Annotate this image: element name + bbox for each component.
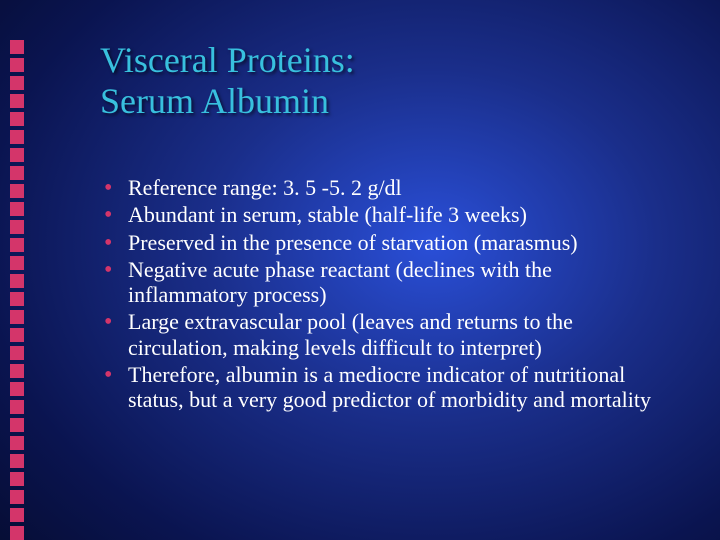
decoration-square xyxy=(10,256,24,270)
decoration-square xyxy=(10,472,24,486)
decoration-square xyxy=(10,58,24,72)
decoration-square xyxy=(10,274,24,288)
decoration-square xyxy=(10,364,24,378)
bullet-item: Large extravascular pool (leaves and ret… xyxy=(100,309,660,360)
side-decoration-squares xyxy=(10,40,24,540)
decoration-square xyxy=(10,220,24,234)
decoration-square xyxy=(10,400,24,414)
decoration-square xyxy=(10,508,24,522)
title-line-2: Serum Albumin xyxy=(100,81,355,122)
decoration-square xyxy=(10,202,24,216)
decoration-square xyxy=(10,526,24,540)
slide: Visceral Proteins: Serum Albumin Referen… xyxy=(0,0,720,540)
bullet-item: Abundant in serum, stable (half-life 3 w… xyxy=(100,202,660,227)
decoration-square xyxy=(10,418,24,432)
bullet-item: Therefore, albumin is a mediocre indicat… xyxy=(100,362,660,413)
decoration-square xyxy=(10,310,24,324)
decoration-square xyxy=(10,148,24,162)
decoration-square xyxy=(10,184,24,198)
bullet-list: Reference range: 3. 5 -5. 2 g/dlAbundant… xyxy=(100,175,660,415)
decoration-square xyxy=(10,112,24,126)
decoration-square xyxy=(10,346,24,360)
decoration-square xyxy=(10,76,24,90)
decoration-square xyxy=(10,292,24,306)
decoration-square xyxy=(10,490,24,504)
bullet-item: Negative acute phase reactant (declines … xyxy=(100,257,660,308)
title-line-1: Visceral Proteins: xyxy=(100,40,355,81)
decoration-square xyxy=(10,454,24,468)
decoration-square xyxy=(10,436,24,450)
decoration-square xyxy=(10,166,24,180)
bullet-ul: Reference range: 3. 5 -5. 2 g/dlAbundant… xyxy=(100,175,660,413)
decoration-square xyxy=(10,40,24,54)
decoration-square xyxy=(10,238,24,252)
decoration-square xyxy=(10,382,24,396)
decoration-square xyxy=(10,94,24,108)
bullet-item: Preserved in the presence of starvation … xyxy=(100,230,660,255)
decoration-square xyxy=(10,328,24,342)
slide-title: Visceral Proteins: Serum Albumin xyxy=(100,40,355,123)
bullet-item: Reference range: 3. 5 -5. 2 g/dl xyxy=(100,175,660,200)
decoration-square xyxy=(10,130,24,144)
